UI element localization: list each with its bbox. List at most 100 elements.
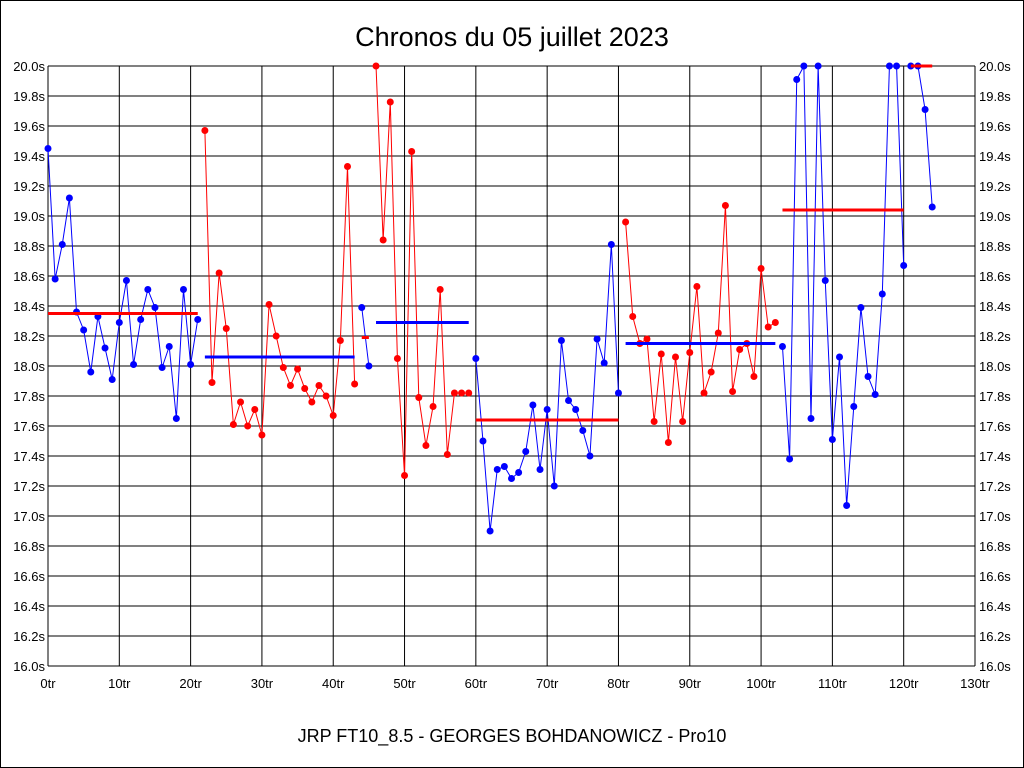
- lap-point: [365, 362, 373, 370]
- lap-point: [393, 355, 401, 362]
- lap-point: [679, 418, 687, 425]
- lap-point: [315, 382, 323, 389]
- lap-point: [729, 388, 737, 395]
- x-tick-label: 0tr: [40, 676, 56, 691]
- y-tick-label-left: 16.4s: [13, 599, 45, 614]
- y-tick-label-right: 16.0s: [979, 659, 1011, 674]
- lap-point: [850, 403, 858, 410]
- lap-point: [472, 355, 480, 362]
- series-line: [204, 130, 356, 436]
- lap-point: [479, 437, 487, 445]
- y-tick-label-left: 19.4s: [13, 149, 45, 164]
- lap-point: [900, 262, 908, 269]
- lap-point: [672, 353, 680, 361]
- x-tick-label: 120tr: [889, 676, 919, 691]
- lap-point: [294, 365, 302, 373]
- lap-point: [122, 277, 130, 284]
- lap-point: [329, 412, 337, 419]
- lap-point: [258, 431, 266, 439]
- y-tick-label-left: 20.0s: [13, 59, 45, 74]
- lap-point: [614, 389, 622, 397]
- x-tick-label: 100tr: [746, 676, 776, 691]
- y-tick-label-right: 18.6s: [979, 269, 1011, 284]
- lap-point: [458, 389, 466, 397]
- lap-point: [893, 62, 901, 70]
- lap-point: [229, 421, 237, 428]
- y-tick-label-right: 17.2s: [979, 479, 1011, 494]
- lap-point: [301, 385, 309, 392]
- lap-point: [222, 325, 230, 332]
- lap-point: [800, 62, 808, 70]
- lap-point: [750, 373, 758, 380]
- y-tick-label-left: 19.0s: [13, 209, 45, 224]
- lap-point: [572, 406, 580, 413]
- lap-point: [65, 194, 73, 202]
- lap-point: [401, 472, 409, 479]
- lap-point: [286, 382, 294, 389]
- lap-point: [351, 380, 359, 388]
- y-tick-label-right: 16.2s: [979, 629, 1011, 644]
- y-tick-label-right: 17.4s: [979, 449, 1011, 464]
- lap-point: [857, 304, 865, 311]
- lap-point: [878, 290, 886, 298]
- y-tick-label-left: 16.2s: [13, 629, 45, 644]
- y-tick-label-right: 16.6s: [979, 569, 1011, 584]
- lap-point: [565, 397, 573, 404]
- lap-point: [115, 319, 123, 326]
- lap-point: [322, 392, 330, 400]
- lap-point: [629, 313, 637, 320]
- lap-point: [650, 418, 658, 425]
- lap-point: [408, 148, 416, 155]
- lap-point: [179, 286, 187, 293]
- lap-point: [372, 62, 380, 70]
- lap-point: [843, 502, 851, 509]
- x-tick-label: 10tr: [108, 676, 131, 691]
- lap-point: [664, 439, 672, 446]
- y-tick-label-right: 16.4s: [979, 599, 1011, 614]
- lap-point: [600, 359, 608, 367]
- lap-point: [272, 332, 280, 340]
- y-tick-label-left: 16.0s: [13, 659, 45, 674]
- lap-point: [144, 286, 152, 293]
- lap-point: [187, 361, 195, 368]
- lap-point: [921, 106, 929, 113]
- lap-point: [928, 203, 936, 211]
- lap-point: [343, 163, 351, 170]
- lap-point: [607, 241, 615, 248]
- lap-point: [714, 329, 722, 337]
- lap-point: [265, 301, 273, 308]
- lap-point: [450, 389, 458, 397]
- y-tick-label-left: 18.4s: [13, 299, 45, 314]
- lap-point: [836, 353, 844, 361]
- lap-point: [244, 422, 252, 430]
- series-line: [47, 148, 199, 419]
- y-tick-label-left: 16.8s: [13, 539, 45, 554]
- y-tick-label-left: 17.0s: [13, 509, 45, 524]
- y-tick-label-left: 16.6s: [13, 569, 45, 584]
- lap-point: [508, 475, 515, 482]
- lap-point: [194, 316, 202, 323]
- lap-point: [486, 527, 494, 535]
- lap-point: [215, 269, 223, 277]
- y-tick-label-right: 18.0s: [979, 359, 1011, 374]
- y-tick-label-right: 17.6s: [979, 419, 1011, 434]
- y-tick-label-left: 19.2s: [13, 179, 45, 194]
- y-tick-label-right: 19.6s: [979, 119, 1011, 134]
- y-tick-label-left: 18.2s: [13, 329, 45, 344]
- lap-point: [386, 98, 394, 106]
- lap-point: [771, 319, 779, 326]
- lap-point: [201, 127, 209, 134]
- x-tick-label: 110tr: [818, 676, 847, 691]
- lap-point: [828, 436, 836, 443]
- lap-point: [87, 368, 95, 376]
- lap-point: [807, 415, 815, 422]
- y-tick-label-right: 19.8s: [979, 89, 1011, 104]
- lap-point: [885, 62, 893, 70]
- lap-point: [529, 401, 537, 409]
- lap-point: [429, 403, 437, 410]
- lap-point: [871, 391, 879, 398]
- y-tick-label-right: 18.2s: [979, 329, 1011, 344]
- lap-point: [700, 389, 708, 397]
